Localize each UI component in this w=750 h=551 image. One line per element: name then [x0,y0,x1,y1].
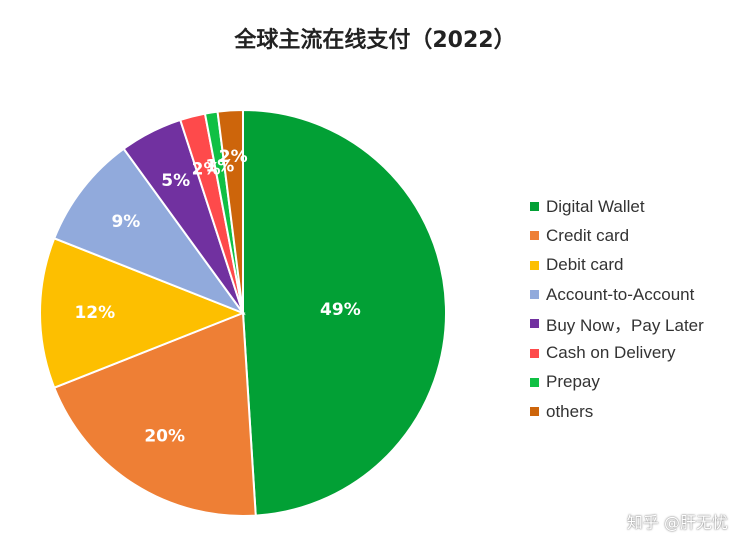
data-label: 12% [74,303,115,323]
legend-label: Account-to-Account [546,284,695,304]
data-label: 2% [192,160,221,180]
legend-swatch [530,290,539,300]
chart-title: 全球主流在线支付（2022） [234,28,516,53]
legend-item: Buy Now，Pay Later [530,309,704,338]
chart-legend: Digital Wallet Credit card Debit card Accou… [530,192,704,426]
legend-item: Digital Wallet [530,192,704,221]
legend-label: Digital Wallet [546,196,645,216]
legend-label: Debit card [546,255,624,275]
legend-label: Cash on Delivery [546,343,676,363]
legend-item: Account-to-Account [530,280,704,309]
pie-slice-others [216,108,244,314]
legend-swatch [530,231,539,241]
data-label: 49% [320,300,361,320]
legend-swatch [530,377,539,387]
legend-item: Credit card [530,221,704,250]
legend-swatch [530,407,539,417]
pie-slice-debit-card [39,236,246,390]
legend-swatch [530,319,539,329]
legend-label: Prepay [546,372,600,392]
data-label: 9% [111,212,140,232]
legend-swatch [530,348,539,358]
legend-item: Debit card [530,251,704,280]
legend-label: Buy Now，Pay Later [546,316,704,336]
data-label: 2% [219,147,248,167]
data-label: 5% [161,171,190,191]
legend-label: Credit card [546,225,630,245]
pie-slice-account-to-account [52,147,246,316]
legend-swatch [530,202,539,212]
data-label: 20% [144,426,185,446]
legend-item: Cash on Delivery [530,338,704,367]
pie-slices [39,108,448,517]
watermark: 知乎 @肝无忧 [626,513,728,532]
pie-slice-digital-wallet [242,108,448,517]
legend-item: Prepay [530,368,704,397]
pie-data-labels: 49%20%12%9%5%2%1%2% [74,147,360,446]
legend-swatch [530,260,539,270]
legend-label: others [546,401,594,421]
data-label: 1% [205,157,234,177]
legend-item: others [530,397,704,426]
pie-slice-credit-card [52,311,257,517]
